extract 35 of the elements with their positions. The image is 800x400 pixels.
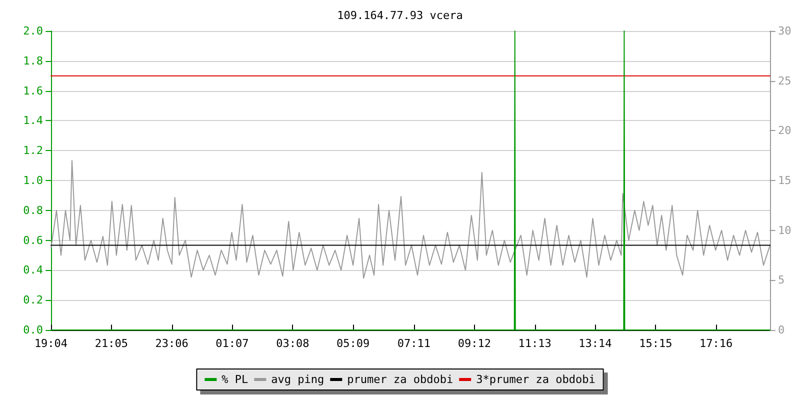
y2-tick-label: 0 bbox=[778, 324, 785, 336]
y-tick-label: 2.0 bbox=[23, 24, 43, 38]
y2-tick-label: 25 bbox=[778, 74, 792, 88]
y-tick-label: 1.6 bbox=[23, 84, 43, 98]
y-tick-label: 0.4 bbox=[23, 264, 44, 277]
y-tick-label: 1.4 bbox=[23, 114, 44, 128]
y2-tick-label: 20 bbox=[778, 124, 792, 138]
legend-label: 3*prumer za obdobi bbox=[476, 373, 596, 386]
x-tick-label: 09:12 bbox=[458, 337, 491, 350]
legend-label: % PL bbox=[222, 373, 249, 386]
y-tick-label: 0.2 bbox=[23, 294, 43, 307]
y-tick-label: 0.8 bbox=[23, 204, 43, 217]
x-tick-label: 21:05 bbox=[94, 337, 128, 350]
x-tick-label: 11:13 bbox=[518, 337, 552, 350]
legend-label: prumer za obdobi bbox=[347, 373, 454, 386]
x-tick-label: 01:07 bbox=[216, 337, 249, 350]
x-tick-label: 23:06 bbox=[155, 337, 188, 350]
y2-tick-label: 30 bbox=[778, 24, 792, 38]
chart-title: 109.164.77.93 vcera bbox=[337, 9, 463, 22]
y-tick-label: 0.6 bbox=[23, 234, 43, 247]
x-tick-label: 15:15 bbox=[639, 337, 672, 350]
y-tick-label: 1.8 bbox=[23, 54, 43, 68]
y-tick-label: 0.0 bbox=[23, 324, 43, 336]
x-tick-label: 19:04 bbox=[34, 337, 68, 350]
y2-tick-label: 15 bbox=[778, 174, 792, 187]
y2-tick-label: 5 bbox=[778, 274, 785, 287]
y-tick-label: 1.2 bbox=[23, 144, 43, 158]
x-tick-label: 17:16 bbox=[700, 337, 733, 350]
x-tick-label: 13:14 bbox=[578, 337, 612, 350]
y2-tick-label: 10 bbox=[778, 224, 792, 237]
x-tick-label: 07:11 bbox=[397, 337, 431, 350]
legend-label: avg ping bbox=[271, 373, 324, 386]
y-tick-label: 1.0 bbox=[23, 174, 43, 187]
x-tick-label: 03:08 bbox=[276, 337, 310, 350]
x-tick-label: 05:09 bbox=[336, 337, 370, 350]
